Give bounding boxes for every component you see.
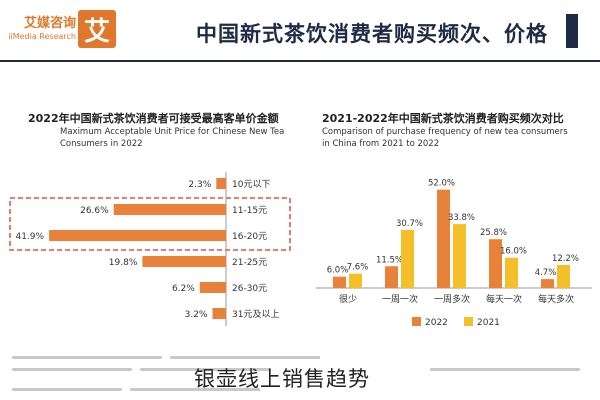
frequency-value-label: 12.2% <box>552 254 579 264</box>
frequency-bar <box>349 273 362 288</box>
price-value-label: 19.8% <box>109 258 138 268</box>
frequency-category-label: 很少 <box>339 293 357 305</box>
footnote-line <box>12 388 122 391</box>
frequency-category-label: 一周一次 <box>382 293 418 305</box>
frequency-value-label: 16.0% <box>500 247 527 257</box>
frequency-category-label: 每天一次 <box>486 293 522 305</box>
price-bar-chart: 2.3% 10元以下 26.6% 11-15元 41.9% 16-20元 19.8% 21-2… <box>9 172 291 326</box>
page-title: 中国新式茶饮消费者购买频次、价格 <box>196 22 548 46</box>
frequency-value-label: 33.8% <box>448 213 475 223</box>
footnote-line <box>140 368 270 371</box>
source-line <box>430 368 580 371</box>
watermark-caption: 银壶线上销售趋势 <box>194 367 370 391</box>
frequency-value-label: 4.7% <box>535 268 557 278</box>
brand-subtitle: iiMedia Research <box>8 32 76 41</box>
frequency-bar <box>505 257 518 288</box>
frequency-value-label: 7.6% <box>347 263 369 273</box>
page-header: 艾 艾媒咨询 iiMedia Research 中国新式茶饮消费者购买频次、价格 <box>0 0 600 62</box>
price-category-label: 16-20元 <box>232 232 267 242</box>
price-value-label: 3.2% <box>185 310 208 320</box>
price-value-label: 6.2% <box>172 284 195 294</box>
price-category-label: 10元以下 <box>232 180 270 190</box>
price-category-label: 31元及以上 <box>232 309 279 320</box>
frequency-bar <box>453 224 466 288</box>
price-chart-subtitle: Maximum Acceptable Unit Price for Chines… <box>60 127 285 149</box>
footnote-line <box>12 356 162 359</box>
price-bar <box>212 308 226 319</box>
frequency-bar <box>541 279 554 288</box>
highlight-box <box>9 197 291 251</box>
price-category-label: 11-15元 <box>232 206 267 216</box>
frequency-value-label: 25.8% <box>480 228 507 238</box>
price-category-label: 26-30元 <box>232 284 267 294</box>
frequency-bar <box>333 276 346 288</box>
legend-swatch <box>464 317 473 326</box>
frequency-value-label: 6.0% <box>327 266 349 276</box>
frequency-bar <box>557 264 570 288</box>
legend-swatch <box>412 317 421 326</box>
price-bar <box>142 256 226 267</box>
frequency-bar <box>385 266 398 288</box>
legend-label: 2022 <box>425 318 448 328</box>
price-category-label: 21-25元 <box>232 258 267 268</box>
frequency-chart-title: 2021-2022年中国新式茶饮消费者购买频次对比 <box>322 112 564 125</box>
brand-name: 艾媒咨询 <box>23 16 76 31</box>
footnote-line <box>130 388 260 391</box>
price-chart-title: 2022年中国新式茶饮消费者可接受最高客单价金额 <box>28 112 279 125</box>
title-accent-bar <box>566 14 578 48</box>
price-bar <box>216 178 226 189</box>
price-bar <box>113 204 226 215</box>
footnote-line <box>12 368 132 371</box>
price-bar <box>199 282 226 293</box>
price-value-label: 41.9% <box>15 232 44 242</box>
frequency-value-label: 30.7% <box>396 219 423 229</box>
frequency-bar <box>489 239 502 288</box>
frequency-chart-subtitle: Comparison of purchase frequency of new … <box>322 127 568 149</box>
header-divider <box>0 60 600 62</box>
legend-label: 2021 <box>477 318 500 328</box>
frequency-category-label: 每天多次 <box>538 293 574 305</box>
frequency-category-label: 一周多次 <box>434 293 470 305</box>
frequency-bar <box>401 229 414 288</box>
footnote-line <box>170 356 320 359</box>
price-value-label: 26.6% <box>80 206 109 216</box>
brand-logo-icon: 艾 <box>78 10 116 48</box>
frequency-value-label: 11.5% <box>376 255 403 265</box>
price-value-label: 2.3% <box>188 180 211 190</box>
frequency-value-label: 52.0% <box>428 179 455 189</box>
frequency-bar <box>437 189 450 288</box>
frequency-column-chart: 6.0%7.6% 很少 11.5% 30.7% 一周一次 52.0% 33.8% 一周多次 25… <box>316 179 592 328</box>
price-bar <box>49 230 226 241</box>
